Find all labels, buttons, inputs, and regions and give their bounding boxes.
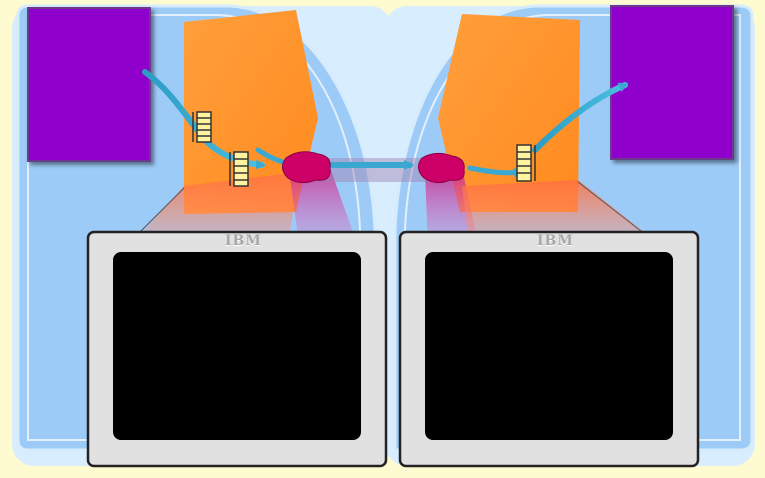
crt-monitor-icon: [398, 230, 700, 468]
monitor-brand-right: IBM: [537, 233, 574, 249]
network-link: [322, 158, 430, 182]
application-box-left: [27, 7, 151, 162]
monitor-brand-left: IBM: [225, 233, 262, 249]
network-connector-icon: [282, 151, 331, 184]
process-window-right: [438, 14, 580, 212]
message-queue-icon: [229, 151, 249, 187]
data-flow-arrow-icon: [532, 82, 629, 153]
data-flow-arrow-icon: [467, 165, 524, 178]
zoom-beam-left-pink: [288, 162, 360, 252]
application-box-right: [610, 5, 734, 160]
message-queue-icon: [192, 111, 212, 143]
monitor-screen-right: [425, 252, 673, 440]
crt-monitor-icon: [86, 230, 388, 468]
monitor-screen-left: [113, 252, 361, 440]
network-connector-icon: [418, 152, 465, 184]
message-queue-icon: [516, 144, 536, 182]
